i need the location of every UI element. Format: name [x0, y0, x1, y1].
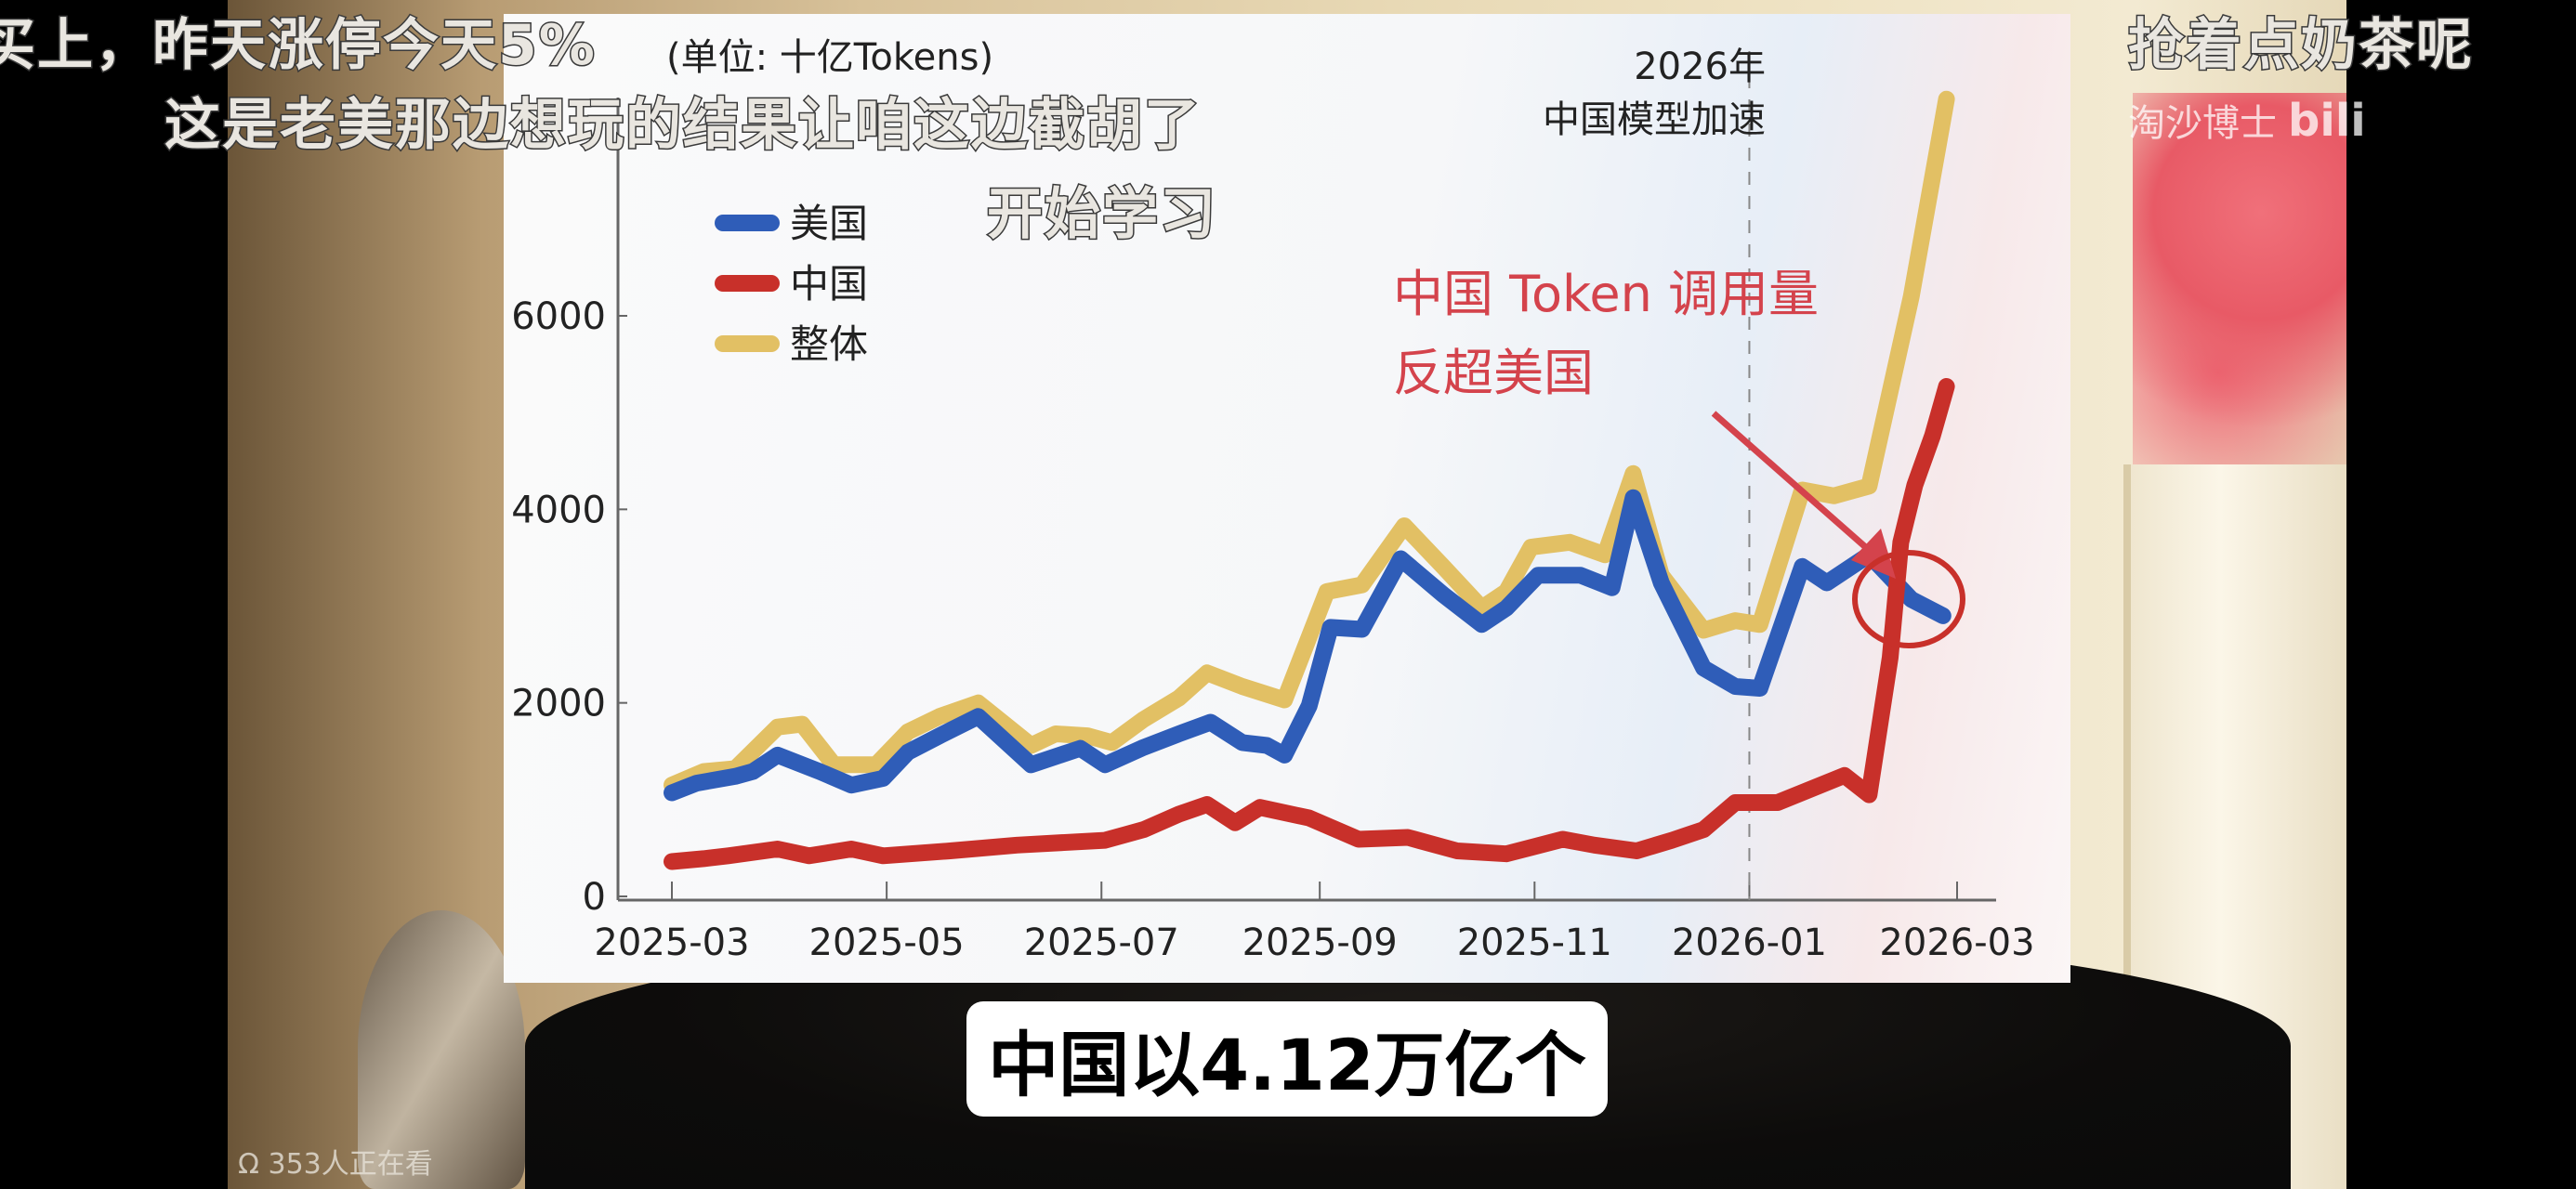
caption-box: 中国以4.12万亿个	[966, 1001, 1608, 1117]
background-lamp	[358, 910, 525, 1189]
viewers-icon: Ω	[238, 1148, 259, 1181]
crossover-circle	[1852, 550, 1965, 648]
period-label-text: 中国模型加速	[1543, 98, 1766, 141]
x-tick-label: 2025-03	[594, 921, 749, 964]
y-tick-label: 6000	[511, 295, 606, 338]
legend-label-china: 中国	[790, 261, 868, 307]
subtitle-line1-left: 买上，昨天涨停今天5%	[0, 12, 597, 80]
subtitle-line1-right: 抢着点奶茶呢	[2127, 12, 2474, 80]
chart-card: 0 2000 4000 6000 2025-03 2025-05 2025-07 2025-0…	[504, 14, 2070, 983]
period-label-year: 2026年	[1634, 46, 1766, 88]
watermark: 淘沙博士 bili	[2128, 93, 2366, 147]
bilibili-logo: bili	[2288, 95, 2366, 147]
legend: 美国 中国 整体	[715, 201, 868, 367]
background-flowers	[2133, 93, 2346, 492]
legend-label-us: 美国	[790, 201, 868, 246]
x-tick-label: 2026-03	[1879, 921, 2034, 964]
y-tick-label: 2000	[511, 683, 606, 725]
series-line-total	[664, 90, 1955, 794]
y-tick-label: 4000	[511, 489, 606, 531]
legend-label-total: 整体	[790, 321, 868, 367]
callout-line2: 反超美国	[1393, 344, 1594, 402]
line-chart: 0 2000 4000 6000 2025-03 2025-05 2025-07 2025-0…	[511, 36, 2034, 964]
unit-label: (单位: 十亿Tokens)	[666, 36, 993, 79]
x-tick-label: 2025-07	[1024, 921, 1179, 964]
caption-text: 中国以4.12万亿个	[988, 1024, 1586, 1106]
series-line-us	[664, 489, 1952, 802]
subtitle-line3: 开始学习	[986, 181, 1217, 249]
viewer-count-text: 353人正在看	[268, 1148, 433, 1181]
callout-arrow	[1711, 411, 1896, 579]
x-tick-label: 2026-01	[1672, 921, 1827, 964]
watermark-author: 淘沙博士	[2128, 102, 2277, 145]
x-tick-label: 2025-09	[1242, 921, 1398, 964]
x-tick-label: 2025-05	[809, 921, 965, 964]
y-tick-label: 0	[583, 876, 606, 919]
subtitle-line2: 这是老美那边想玩的结果让咱这边截胡了	[164, 92, 1202, 160]
x-tick-label: 2025-11	[1457, 921, 1612, 964]
series-line-china	[664, 378, 1955, 870]
callout-line1: 中国 Token 调用量	[1393, 265, 1819, 323]
viewer-count: Ω 353人正在看	[238, 1141, 433, 1182]
